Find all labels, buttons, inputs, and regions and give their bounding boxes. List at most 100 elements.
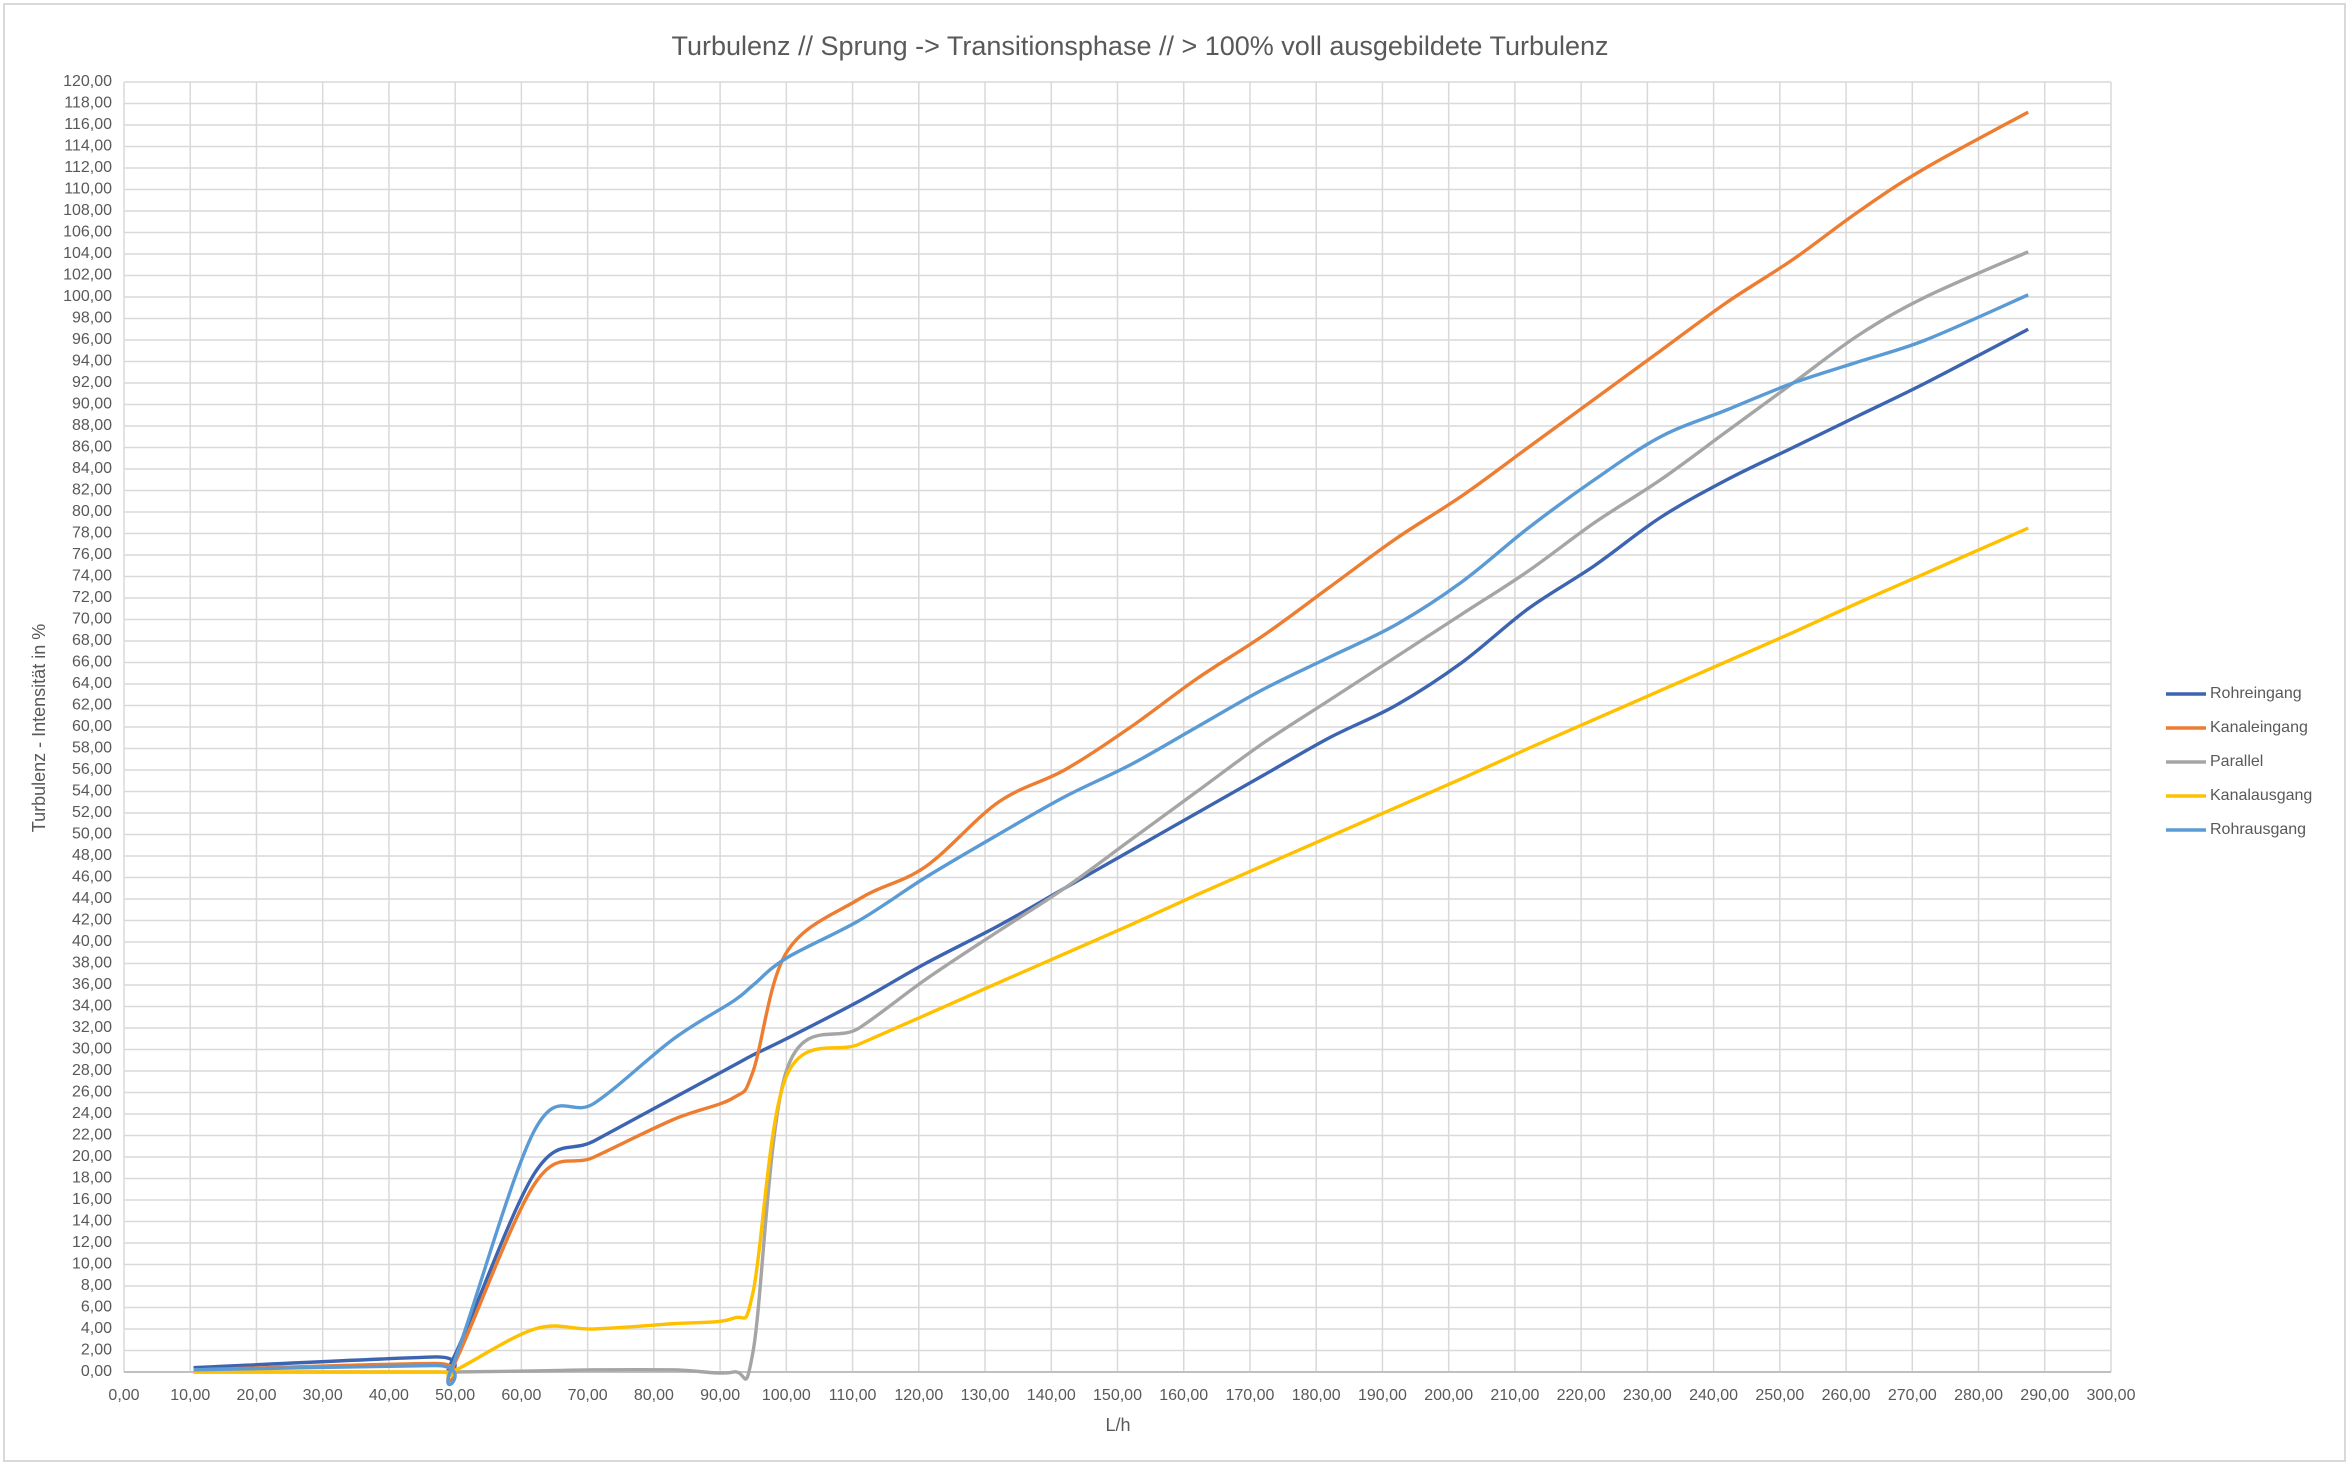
y-tick-label: 46,00 xyxy=(72,869,112,886)
x-tick-label: 80,00 xyxy=(634,1387,674,1404)
x-tick-label: 70,00 xyxy=(568,1387,608,1404)
y-tick-label: 90,00 xyxy=(72,396,112,413)
x-tick-label: 250,00 xyxy=(1755,1387,1804,1404)
y-tick-label: 48,00 xyxy=(72,847,112,864)
x-tick-label: 190,00 xyxy=(1358,1387,1407,1404)
x-tick-label: 100,00 xyxy=(762,1387,811,1404)
y-tick-label: 42,00 xyxy=(72,912,112,929)
y-tick-label: 20,00 xyxy=(72,1148,112,1165)
y-tick-label: 26,00 xyxy=(72,1084,112,1101)
y-tick-label: 54,00 xyxy=(72,783,112,800)
y-tick-label: 52,00 xyxy=(72,804,112,821)
y-tick-label: 2,00 xyxy=(81,1342,112,1359)
y-tick-label: 50,00 xyxy=(72,826,112,843)
y-axis-label: Turbulenz - Intensität in % xyxy=(29,624,49,832)
x-axis-label: L/h xyxy=(1105,1415,1130,1435)
chart-area xyxy=(3,3,2346,1462)
y-tick-label: 32,00 xyxy=(72,1019,112,1036)
y-tick-label: 102,00 xyxy=(63,267,112,284)
series-line xyxy=(193,293,2029,1387)
y-tick-label: 64,00 xyxy=(72,675,112,692)
x-tick-label: 290,00 xyxy=(2020,1387,2069,1404)
y-tick-label: 68,00 xyxy=(72,632,112,649)
x-tick-label: 280,00 xyxy=(1954,1387,2003,1404)
y-tick-label: 100,00 xyxy=(63,288,112,305)
x-tick-label: 50,00 xyxy=(435,1387,475,1404)
x-tick-label: 30,00 xyxy=(303,1387,343,1404)
legend-label: Kanalausgang xyxy=(2210,787,2312,804)
x-tick-label: 230,00 xyxy=(1623,1387,1672,1404)
x-tick-label: 40,00 xyxy=(369,1387,409,1404)
y-tick-label: 74,00 xyxy=(72,568,112,585)
y-tick-label: 110,00 xyxy=(64,181,112,198)
x-tick-label: 130,00 xyxy=(961,1387,1010,1404)
series-line xyxy=(193,250,2029,1381)
x-tick-label: 220,00 xyxy=(1557,1387,1606,1404)
x-tick-label: 200,00 xyxy=(1424,1387,1473,1404)
x-tick-label: 180,00 xyxy=(1292,1387,1341,1404)
y-tick-label: 60,00 xyxy=(72,718,112,735)
y-tick-label: 72,00 xyxy=(72,589,112,606)
y-tick-label: 118,00 xyxy=(64,95,112,112)
y-tick-label: 96,00 xyxy=(72,331,112,348)
y-tick-label: 58,00 xyxy=(72,740,112,757)
x-tick-label: 170,00 xyxy=(1225,1387,1274,1404)
y-tick-label: 120,00 xyxy=(63,73,112,90)
x-tick-label: 240,00 xyxy=(1689,1387,1738,1404)
series-line xyxy=(193,327,2029,1376)
y-tick-label: 22,00 xyxy=(72,1127,112,1144)
y-tick-label: 62,00 xyxy=(72,697,112,714)
y-tick-label: 30,00 xyxy=(72,1041,112,1058)
y-tick-label: 4,00 xyxy=(81,1320,112,1337)
x-tick-label: 10,00 xyxy=(170,1387,210,1404)
y-tick-label: 40,00 xyxy=(72,933,112,950)
y-tick-label: 84,00 xyxy=(72,460,112,477)
legend-label: Rohreingang xyxy=(2210,685,2302,702)
x-tick-label: 140,00 xyxy=(1027,1387,1076,1404)
legend-label: Rohrausgang xyxy=(2210,821,2306,838)
y-tick-label: 94,00 xyxy=(72,353,112,370)
legend-label: Parallel xyxy=(2210,753,2263,770)
y-tick-label: 112,00 xyxy=(64,159,112,176)
y-tick-label: 56,00 xyxy=(72,761,112,778)
y-tick-label: 78,00 xyxy=(72,525,112,542)
x-tick-label: 150,00 xyxy=(1093,1387,1142,1404)
y-tick-label: 18,00 xyxy=(72,1170,112,1187)
y-tick-label: 12,00 xyxy=(72,1234,112,1251)
y-tick-label: 38,00 xyxy=(72,955,112,972)
x-tick-label: 110,00 xyxy=(829,1387,877,1404)
x-tick-label: 260,00 xyxy=(1822,1387,1871,1404)
y-tick-label: 114,00 xyxy=(64,138,112,155)
y-tick-label: 82,00 xyxy=(72,482,112,499)
y-tick-label: 28,00 xyxy=(72,1062,112,1079)
x-tick-label: 300,00 xyxy=(2087,1387,2136,1404)
series-line xyxy=(193,110,2030,1383)
x-tick-label: 160,00 xyxy=(1159,1387,1208,1404)
y-tick-label: 104,00 xyxy=(63,245,112,262)
y-tick-label: 116,00 xyxy=(64,116,112,133)
y-tick-label: 98,00 xyxy=(72,310,112,327)
y-tick-label: 80,00 xyxy=(72,503,112,520)
y-tick-label: 16,00 xyxy=(72,1191,112,1208)
y-tick-label: 10,00 xyxy=(72,1256,112,1273)
y-tick-label: 92,00 xyxy=(72,374,112,391)
x-tick-label: 210,00 xyxy=(1490,1387,1539,1404)
y-tick-label: 66,00 xyxy=(72,654,112,671)
x-tick-label: 90,00 xyxy=(700,1387,740,1404)
x-tick-label: 270,00 xyxy=(1888,1387,1937,1404)
y-tick-label: 88,00 xyxy=(72,417,112,434)
y-tick-label: 106,00 xyxy=(63,224,112,241)
y-tick-label: 14,00 xyxy=(72,1213,112,1230)
y-tick-label: 70,00 xyxy=(72,611,112,628)
y-tick-label: 0,00 xyxy=(81,1363,112,1380)
y-tick-label: 44,00 xyxy=(72,890,112,907)
x-tick-label: 20,00 xyxy=(236,1387,276,1404)
series-line xyxy=(193,526,2029,1377)
y-tick-label: 86,00 xyxy=(72,439,112,456)
x-tick-label: 60,00 xyxy=(501,1387,541,1404)
y-tick-label: 8,00 xyxy=(81,1277,112,1294)
y-tick-label: 76,00 xyxy=(72,546,112,563)
y-tick-label: 36,00 xyxy=(72,976,112,993)
y-tick-label: 24,00 xyxy=(72,1105,112,1122)
